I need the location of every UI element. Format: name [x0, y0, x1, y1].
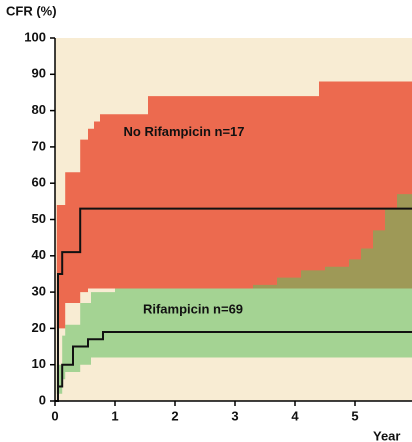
confidence-band: [56, 81, 412, 329]
y-tick-label: 50: [32, 211, 46, 226]
step-line: [55, 331, 412, 402]
y-tick-label: 20: [32, 320, 46, 335]
y-tick-label: 90: [32, 66, 46, 81]
x-axis-label: Year: [373, 428, 400, 442]
x-tick-label: 3: [231, 408, 238, 423]
y-tick-label: 30: [32, 284, 46, 299]
step-line: [55, 207, 412, 402]
y-tick-label: 60: [32, 175, 46, 190]
y-tick-label: 70: [32, 138, 46, 153]
y-tick-label: 10: [32, 356, 46, 371]
x-tick-label: 1: [111, 408, 118, 423]
y-tick-label: 0: [39, 392, 46, 407]
y-tick-label: 100: [24, 29, 46, 44]
y-tick-label: 40: [32, 247, 46, 262]
y-tick-label: 80: [32, 102, 46, 117]
curve-label: No Rifampicin n=17: [124, 124, 245, 139]
y-axis-label: CFR (%): [6, 3, 57, 18]
x-tick-label: 0: [51, 408, 58, 423]
x-tick-label: 4: [291, 408, 299, 423]
x-tick-label: 5: [351, 408, 358, 423]
curve-label: Rifampicin n=69: [143, 302, 243, 317]
confidence-band: [56, 183, 412, 394]
x-tick-label: 2: [171, 408, 178, 423]
